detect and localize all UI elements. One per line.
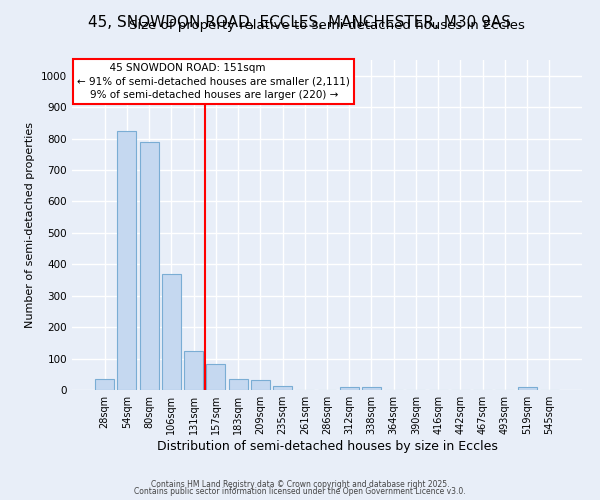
Bar [95, 379, 114, 390]
Title: Size of property relative to semi-detached houses in Eccles: Size of property relative to semi-detach… [129, 20, 525, 32]
Bar [362, 387, 381, 390]
X-axis label: Distribution of semi-detached houses by size in Eccles: Distribution of semi-detached houses by … [157, 440, 497, 453]
Bar [229, 379, 248, 390]
Bar [518, 387, 536, 390]
Text: 45, SNOWDON ROAD, ECCLES, MANCHESTER, M30 9AS: 45, SNOWDON ROAD, ECCLES, MANCHESTER, M3… [89, 15, 511, 30]
Bar [273, 386, 292, 390]
Bar [184, 350, 203, 390]
Bar [251, 380, 270, 390]
Bar [206, 364, 225, 390]
Bar [340, 387, 359, 390]
Bar [118, 130, 136, 390]
Text: 45 SNOWDON ROAD: 151sqm
← 91% of semi-detached houses are smaller (2,111)
    9%: 45 SNOWDON ROAD: 151sqm ← 91% of semi-de… [77, 64, 350, 100]
Text: Contains HM Land Registry data © Crown copyright and database right 2025.: Contains HM Land Registry data © Crown c… [151, 480, 449, 489]
Bar [162, 274, 181, 390]
Bar [140, 142, 158, 390]
Text: Contains public sector information licensed under the Open Government Licence v3: Contains public sector information licen… [134, 488, 466, 496]
Y-axis label: Number of semi-detached properties: Number of semi-detached properties [25, 122, 35, 328]
